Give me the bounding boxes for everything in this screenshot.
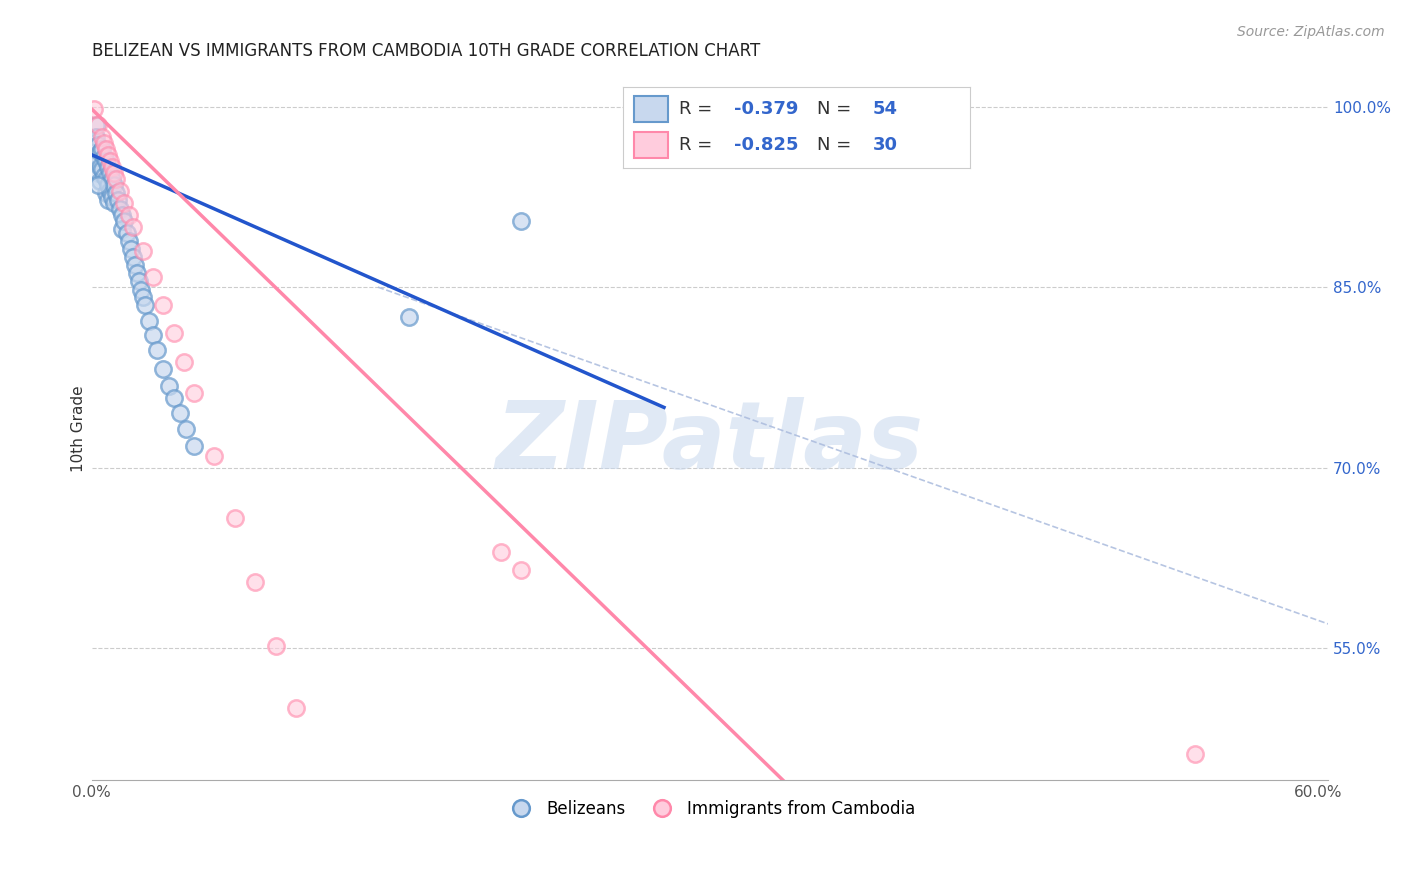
Point <box>173 354 195 368</box>
Point <box>169 406 191 420</box>
Point <box>162 326 184 340</box>
Point <box>326 827 349 841</box>
Point <box>87 153 110 168</box>
Point <box>98 184 121 198</box>
Point <box>142 328 165 343</box>
Point <box>94 142 117 156</box>
Point <box>98 153 121 168</box>
Point <box>174 422 197 436</box>
Point <box>110 202 132 216</box>
Y-axis label: 10th Grade: 10th Grade <box>72 385 86 472</box>
Point <box>489 545 512 559</box>
Text: ZIPatlas: ZIPatlas <box>496 397 924 489</box>
Point <box>183 439 205 453</box>
Point <box>159 378 181 392</box>
Point <box>103 195 125 210</box>
Point <box>115 226 138 240</box>
Legend: Belizeans, Immigrants from Cambodia: Belizeans, Immigrants from Cambodia <box>498 793 922 825</box>
Point <box>87 118 110 132</box>
Point <box>398 310 420 325</box>
Point <box>120 242 142 256</box>
Point <box>101 190 124 204</box>
Point <box>91 142 114 156</box>
Point <box>98 166 121 180</box>
Text: Source: ZipAtlas.com: Source: ZipAtlas.com <box>1237 25 1385 39</box>
Point <box>162 391 184 405</box>
Point <box>128 274 150 288</box>
Point <box>183 386 205 401</box>
Point <box>111 222 134 236</box>
Point <box>83 102 105 116</box>
Point <box>87 166 110 180</box>
Point <box>264 639 287 653</box>
Point <box>94 171 117 186</box>
Text: BELIZEAN VS IMMIGRANTS FROM CAMBODIA 10TH GRADE CORRELATION CHART: BELIZEAN VS IMMIGRANTS FROM CAMBODIA 10T… <box>91 42 761 60</box>
Point <box>117 208 139 222</box>
Point <box>97 148 120 162</box>
Point <box>121 250 143 264</box>
Point <box>97 194 120 208</box>
Point <box>89 160 111 174</box>
Point <box>101 160 124 174</box>
Point <box>84 118 107 132</box>
Point <box>91 129 114 144</box>
Point <box>89 145 111 160</box>
Point <box>124 259 146 273</box>
Point <box>84 148 107 162</box>
Point <box>83 136 105 150</box>
Point <box>91 162 114 177</box>
Point <box>97 160 120 174</box>
Point <box>152 362 174 376</box>
Point <box>94 153 117 168</box>
Point <box>114 195 136 210</box>
Point <box>87 178 110 192</box>
Point <box>103 166 125 180</box>
Point <box>510 563 533 577</box>
Point <box>93 136 115 150</box>
Point <box>142 270 165 285</box>
Point <box>94 186 117 201</box>
Point <box>89 174 111 188</box>
Point <box>107 194 129 208</box>
Point <box>152 298 174 312</box>
Point <box>93 150 115 164</box>
Point <box>138 314 160 328</box>
Point <box>132 290 155 304</box>
Point <box>105 171 128 186</box>
Point <box>111 208 134 222</box>
Point <box>114 214 136 228</box>
Point <box>245 574 267 589</box>
Point <box>510 214 533 228</box>
Point <box>1184 747 1206 761</box>
Point <box>146 343 169 357</box>
Point <box>132 244 155 258</box>
Point <box>84 129 107 144</box>
Point <box>105 186 128 201</box>
Point <box>224 511 246 525</box>
Point <box>110 184 132 198</box>
Point <box>87 138 110 153</box>
Point <box>121 219 143 234</box>
Point <box>117 235 139 249</box>
Point <box>93 169 115 184</box>
Point <box>97 178 120 192</box>
Point <box>103 178 125 192</box>
Point <box>125 266 148 280</box>
Point <box>202 449 225 463</box>
Point <box>285 701 308 715</box>
Point <box>134 298 156 312</box>
Point <box>101 171 124 186</box>
Point <box>129 283 152 297</box>
